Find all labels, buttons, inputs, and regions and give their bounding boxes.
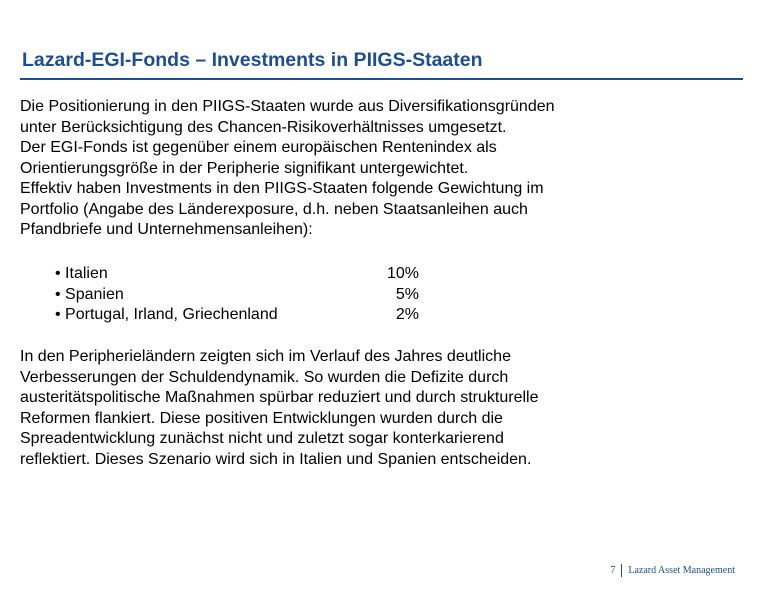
list-item: • Portugal, Irland, Griechenland 2% [55, 305, 419, 326]
footer-divider [621, 564, 623, 577]
intro-line: Der EGI-Fonds ist gegenüber einem europä… [20, 139, 497, 156]
outro-line: Spreadentwicklung zunächst nicht und zul… [20, 430, 504, 447]
outro-line: reflektiert. Dieses Szenario wird sich i… [20, 450, 532, 468]
outro-paragraph: In den Peripherieländern zeigten sich im… [20, 347, 740, 470]
country-label: • Spanien [55, 285, 124, 303]
brand-name: Lazard Asset Management [628, 565, 735, 576]
outro-line: austeritätspolitische Maßnahmen spürbar … [20, 389, 539, 406]
footer: 7 Lazard Asset Management [610, 564, 735, 577]
slide-title: Lazard-EGI-Fonds – Investments in PIIGS-… [22, 49, 483, 71]
weight-value: 5% [395, 285, 419, 303]
weight-value: 10% [386, 265, 419, 282]
page-number: 7 [610, 565, 616, 576]
intro-line: Pfandbriefe und Unternehmensanleihen): [20, 221, 313, 238]
outro-line: Reformen flankiert. Diese positiven Entw… [20, 409, 503, 427]
intro-line: unter Berücksichtigung des Chancen-Risik… [20, 118, 507, 136]
country-weights-list: • Italien 10% • Spanien 5% • Portugal, I… [55, 264, 419, 326]
intro-line: Effektiv haben Investments in den PIIGS-… [20, 180, 544, 197]
country-label: • Italien [55, 265, 108, 282]
title-divider [20, 78, 743, 80]
list-item: • Italien 10% [55, 264, 419, 285]
weight-value: 2% [395, 306, 419, 323]
intro-line: Orientierungsgröße in der Peripherie sig… [20, 159, 469, 177]
intro-line: Portfolio (Angabe des Länderexposure, d.… [20, 200, 528, 218]
list-item: • Spanien 5% [55, 285, 419, 306]
outro-line: In den Peripherieländern zeigten sich im… [20, 348, 511, 365]
intro-paragraph: Die Positionierung in den PIIGS-Staaten … [20, 97, 740, 241]
intro-line: Die Positionierung in den PIIGS-Staaten … [20, 98, 555, 115]
outro-line: Verbesserungen der Schuldendynamik. So w… [20, 368, 509, 386]
country-label: • Portugal, Irland, Griechenland [55, 306, 278, 323]
